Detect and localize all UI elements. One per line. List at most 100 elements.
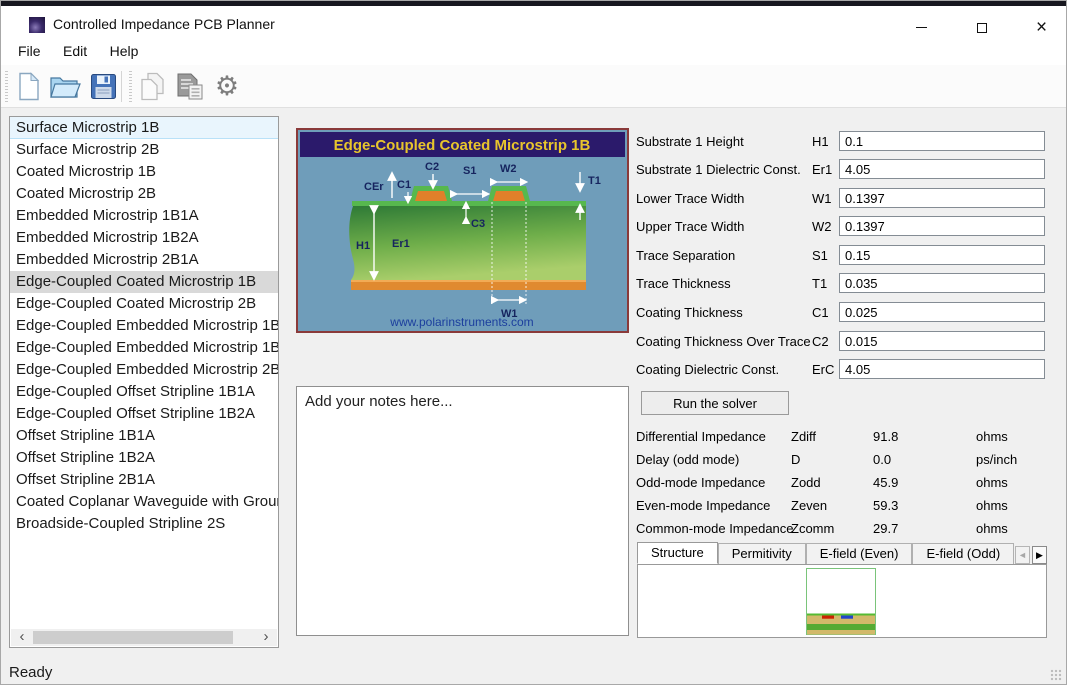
- list-item[interactable]: Embedded Microstrip 1B2A: [16, 229, 199, 246]
- app-icon: [29, 17, 45, 33]
- open-file-button[interactable]: [49, 70, 81, 103]
- list-item[interactable]: Surface Microstrip 2B: [16, 141, 160, 158]
- param-input-h1[interactable]: [839, 131, 1045, 151]
- list-item-selected[interactable]: Edge-Coupled Coated Microstrip 1B: [10, 271, 278, 293]
- result-row: Common-mode Impedance Zcomm 29.7 ohms: [636, 517, 1048, 540]
- param-input-er1[interactable]: [839, 159, 1045, 179]
- result-row: Odd-mode Impedance Zodd 45.9 ohms: [636, 471, 1048, 494]
- param-input-w1[interactable]: [839, 188, 1045, 208]
- param-row: Coating Dielectric Const. ErC: [636, 359, 1048, 381]
- list-item[interactable]: Edge-Coupled Embedded Microstrip 2B1A: [16, 361, 278, 378]
- param-symbol: T1: [812, 276, 828, 291]
- close-button[interactable]: ×: [1019, 11, 1064, 44]
- scroll-left-icon[interactable]: ‹: [19, 628, 25, 645]
- menu-edit[interactable]: Edit: [63, 43, 88, 59]
- dim-label-er1: Er1: [392, 238, 410, 250]
- param-input-w2[interactable]: [839, 216, 1045, 236]
- tab-scroll-left-icon[interactable]: ◄: [1015, 546, 1030, 564]
- dim-label-h1: H1: [356, 240, 370, 252]
- report-button[interactable]: [174, 70, 206, 103]
- list-item[interactable]: Offset Stripline 2B1A: [16, 471, 155, 488]
- param-symbol: C2: [812, 334, 829, 349]
- menu-bar: File Edit Help: [1, 39, 1066, 65]
- maximize-button[interactable]: [959, 11, 1004, 44]
- window-title: Controlled Impedance PCB Planner: [53, 16, 275, 32]
- diagram-watermark: www.polarinstruments.com: [389, 315, 533, 329]
- param-row: Trace Separation S1: [636, 245, 1048, 267]
- result-symbol: Zodd: [791, 475, 821, 490]
- result-unit: ohms: [976, 475, 1008, 490]
- param-input-c2[interactable]: [839, 331, 1045, 351]
- result-label: Delay (odd mode): [636, 452, 740, 467]
- param-row: Coating Thickness Over Trace C2: [636, 331, 1048, 353]
- close-icon: ×: [1035, 16, 1048, 38]
- list-item[interactable]: Surface Microstrip 1B: [10, 117, 278, 139]
- scrollbar-thumb[interactable]: [33, 631, 233, 644]
- structure-list: Surface Microstrip 1B Surface Microstrip…: [9, 116, 279, 648]
- list-item[interactable]: Coated Coplanar Waveguide with Ground 1B: [16, 493, 278, 510]
- dim-label-w1: W1: [501, 308, 518, 320]
- report-icon: [177, 73, 203, 100]
- param-row: Substrate 1 Dielectric Const. Er1: [636, 159, 1048, 181]
- list-item[interactable]: Offset Stripline 1B2A: [16, 449, 155, 466]
- resize-grip[interactable]: [1050, 669, 1062, 681]
- result-unit: ohms: [976, 521, 1008, 536]
- result-value: 0.0: [873, 452, 892, 467]
- run-solver-button[interactable]: Run the solver: [641, 391, 789, 415]
- horizontal-scrollbar[interactable]: ‹ ›: [11, 629, 277, 646]
- list-item[interactable]: Edge-Coupled Offset Stripline 1B1A: [16, 383, 256, 400]
- result-row: Differential Impedance Zdiff 91.8 ohms: [636, 425, 1048, 448]
- notes-textarea[interactable]: Add your notes here...: [296, 386, 629, 636]
- copy-button[interactable]: [137, 70, 169, 103]
- list-item[interactable]: Embedded Microstrip 2B1A: [16, 251, 199, 268]
- list-item[interactable]: Coated Microstrip 1B: [16, 163, 157, 180]
- param-input-s1[interactable]: [839, 245, 1045, 265]
- param-symbol: H1: [812, 134, 829, 149]
- tab-structure[interactable]: Structure: [637, 542, 718, 564]
- result-value: 45.9: [873, 475, 899, 490]
- toolbar-separator: [121, 71, 122, 102]
- result-label: Even-mode Impedance: [636, 498, 771, 513]
- copy-icon: [141, 72, 164, 101]
- result-value: 29.7: [873, 521, 899, 536]
- tab-permitivity[interactable]: Permitivity: [717, 543, 806, 564]
- list-item[interactable]: Edge-Coupled Embedded Microstrip 1B1A: [16, 317, 278, 334]
- result-label: Odd-mode Impedance: [636, 475, 766, 490]
- tab-efield-odd[interactable]: E-field (Odd): [912, 543, 1015, 564]
- result-row: Even-mode Impedance Zeven 59.3 ohms: [636, 494, 1048, 517]
- new-document-button[interactable]: [13, 70, 45, 103]
- result-symbol: Zcomm: [791, 521, 835, 536]
- screen-top-strip: [1, 1, 1066, 6]
- param-input-c1[interactable]: [839, 302, 1045, 322]
- structure-preview: [806, 568, 876, 635]
- result-symbol: Zdiff: [791, 429, 817, 444]
- menu-file[interactable]: File: [18, 43, 41, 59]
- tab-scroll-right-icon[interactable]: ▶: [1032, 546, 1047, 564]
- settings-button[interactable]: ⚙: [211, 70, 243, 103]
- result-value: 59.3: [873, 498, 899, 513]
- list-item[interactable]: Broadside-Coupled Stripline 2S: [16, 515, 226, 532]
- param-input-erc[interactable]: [839, 359, 1045, 379]
- param-symbol: C1: [812, 305, 829, 320]
- list-item[interactable]: Edge-Coupled Embedded Microstrip 1B2A: [16, 339, 278, 356]
- param-label: Lower Trace Width: [636, 191, 745, 206]
- save-file-button[interactable]: [87, 70, 119, 103]
- minimize-button[interactable]: [899, 11, 944, 44]
- list-item[interactable]: Coated Microstrip 2B: [16, 185, 157, 202]
- list-item[interactable]: Embedded Microstrip 1B1A: [16, 207, 199, 224]
- tab-efield-even[interactable]: E-field (Even): [805, 543, 913, 564]
- list-item[interactable]: Edge-Coupled Coated Microstrip 2B: [16, 295, 257, 312]
- list-item[interactable]: Edge-Coupled Offset Stripline 1B2A: [16, 405, 256, 422]
- dim-label-c2: C2: [425, 161, 439, 173]
- param-label: Upper Trace Width: [636, 219, 745, 234]
- param-label: Substrate 1 Height: [636, 134, 744, 149]
- menu-help[interactable]: Help: [109, 43, 139, 59]
- param-row: Upper Trace Width W2: [636, 216, 1048, 238]
- scroll-right-icon[interactable]: ›: [263, 628, 269, 645]
- save-icon: [90, 74, 116, 99]
- result-unit: ohms: [976, 429, 1008, 444]
- minimize-icon: [916, 27, 927, 28]
- dim-label-cer: CEr: [364, 181, 384, 193]
- list-item[interactable]: Offset Stripline 1B1A: [16, 427, 155, 444]
- param-input-t1[interactable]: [839, 273, 1045, 293]
